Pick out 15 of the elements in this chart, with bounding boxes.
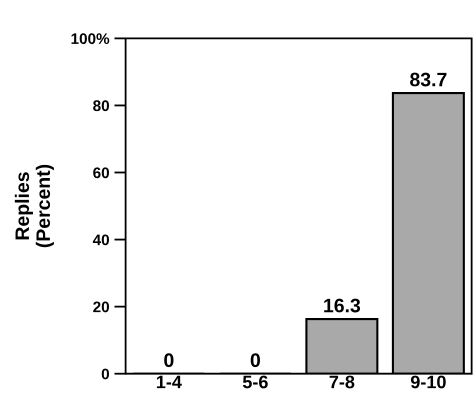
y-tick-label: 20 bbox=[93, 302, 110, 312]
y-tick-label: 80 bbox=[93, 100, 110, 112]
y-axis-title: Replies (Percent) bbox=[14, 164, 54, 248]
y-tick-label: 0 bbox=[102, 368, 110, 380]
x-tick-label: 5-6 bbox=[242, 376, 268, 388]
data-label: 16.3 bbox=[324, 298, 360, 312]
y-tick-label: 40 bbox=[92, 234, 110, 246]
data-label: 0 bbox=[164, 353, 174, 368]
data-label: 83.7 bbox=[410, 72, 446, 86]
data-label: 0 bbox=[250, 353, 260, 368]
y-tick-label: 100% bbox=[72, 33, 110, 44]
x-tick-label: 7-8 bbox=[330, 376, 354, 388]
x-tick-label: 1-4 bbox=[156, 376, 182, 388]
y-tick-label: 60 bbox=[93, 167, 110, 178]
x-tick-label: 9-10 bbox=[410, 376, 446, 388]
